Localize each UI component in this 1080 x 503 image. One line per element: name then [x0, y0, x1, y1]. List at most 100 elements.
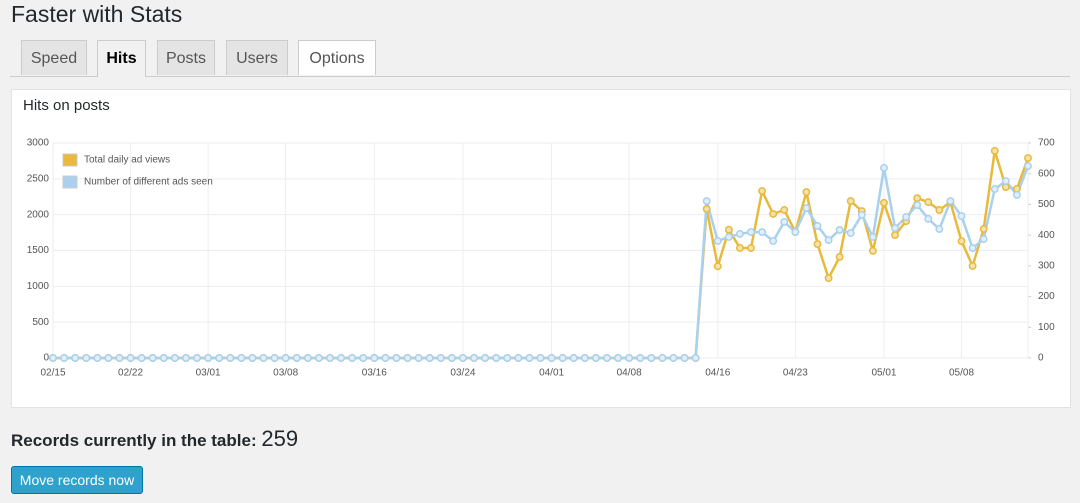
data-point: [868, 246, 877, 255]
data-point: [1012, 190, 1021, 199]
tab[interactable]: Users: [226, 40, 288, 75]
y-tick-label: 0: [43, 353, 49, 364]
data-point: [990, 185, 999, 194]
data-point: [303, 354, 312, 362]
y2-tick-label: 200: [1038, 291, 1055, 302]
data-point: [71, 354, 80, 362]
data-point: [348, 354, 357, 362]
tab[interactable]: Posts: [157, 40, 215, 75]
data-point: [1001, 177, 1010, 186]
x-tick-label: 05/08: [949, 368, 974, 379]
data-point: [569, 354, 578, 362]
data-point: [270, 354, 279, 362]
data-point: [824, 236, 833, 245]
x-tick-label: 05/01: [871, 368, 896, 379]
data-point: [735, 229, 744, 238]
data-point: [492, 354, 501, 362]
data-point: [647, 354, 656, 362]
data-point: [780, 217, 789, 226]
data-point: [935, 225, 944, 233]
legend-label: Number of different ads seen: [84, 177, 213, 188]
x-tick-label: 03/01: [196, 368, 221, 379]
data-point: [603, 354, 611, 362]
data-point: [824, 274, 833, 283]
data-point: [314, 354, 323, 362]
data-point: [60, 354, 69, 362]
legend-swatch: [62, 153, 78, 167]
y2-tick-label: 0: [1038, 353, 1044, 364]
data-point: [381, 354, 390, 362]
data-point: [691, 354, 700, 362]
data-point: [769, 210, 778, 218]
data-point: [658, 354, 667, 362]
data-point: [702, 197, 711, 206]
tab[interactable]: Options: [298, 40, 376, 75]
data-point: [414, 354, 423, 362]
data-point: [979, 235, 988, 244]
data-point: [935, 206, 944, 214]
y-tick-label: 2500: [27, 173, 50, 184]
x-tick-label: 03/24: [450, 368, 475, 379]
x-tick-label: 04/08: [617, 368, 642, 379]
data-point: [115, 354, 124, 362]
data-point: [182, 354, 190, 362]
data-point: [758, 187, 767, 195]
data-point: [758, 228, 767, 237]
data-point: [636, 354, 645, 362]
data-point: [215, 354, 224, 362]
y-tick-label: 3000: [27, 138, 50, 149]
page-title: Faster with Stats: [11, 1, 183, 27]
data-point: [403, 354, 412, 362]
data-point: [802, 188, 811, 197]
data-point: [204, 354, 213, 362]
data-point: [880, 198, 888, 207]
data-point: [846, 229, 855, 237]
data-point: [1024, 154, 1032, 163]
legend-label: Total daily ad views: [84, 155, 170, 166]
data-point: [159, 354, 168, 362]
data-point: [148, 354, 157, 362]
data-point: [846, 197, 855, 206]
legend-swatch: [62, 175, 78, 189]
data-point: [835, 225, 844, 234]
data-point: [902, 213, 911, 221]
y-tick-label: 2000: [27, 209, 50, 220]
data-point: [591, 354, 600, 362]
data-point: [614, 354, 623, 362]
y2-tick-label: 500: [1038, 199, 1055, 210]
data-point: [370, 354, 379, 362]
series-line: [53, 165, 1030, 360]
data-point: [924, 214, 933, 223]
x-tick-label: 02/22: [118, 368, 143, 379]
data-point: [813, 240, 822, 249]
x-tick-label: 03/08: [273, 368, 298, 379]
data-point: [458, 354, 467, 362]
tab[interactable]: Speed: [21, 40, 87, 75]
data-point: [724, 225, 733, 234]
tab[interactable]: Hits: [97, 40, 146, 77]
data-point: [625, 354, 634, 362]
data-point: [359, 354, 368, 362]
x-tick-label: 04/16: [705, 368, 730, 379]
data-point: [104, 354, 113, 362]
data-point: [326, 354, 334, 362]
records-info: Records currently in the table: 259: [11, 426, 298, 452]
data-point: [248, 354, 257, 362]
data-point: [968, 261, 977, 270]
data-point: [968, 244, 977, 252]
data-point: [82, 354, 91, 362]
y-tick-label: 1500: [27, 245, 50, 256]
data-point: [337, 354, 346, 362]
data-point: [713, 237, 722, 245]
data-point: [769, 237, 778, 245]
data-point: [558, 354, 567, 362]
data-point: [891, 231, 899, 240]
data-point: [857, 210, 866, 219]
data-point: [913, 194, 922, 203]
records-label: Records currently in the table:: [11, 431, 257, 450]
move-records-button[interactable]: Move records now: [11, 466, 143, 494]
x-tick-label: 03/16: [362, 368, 387, 379]
data-point: [193, 354, 201, 362]
y2-tick-label: 700: [1038, 138, 1055, 149]
